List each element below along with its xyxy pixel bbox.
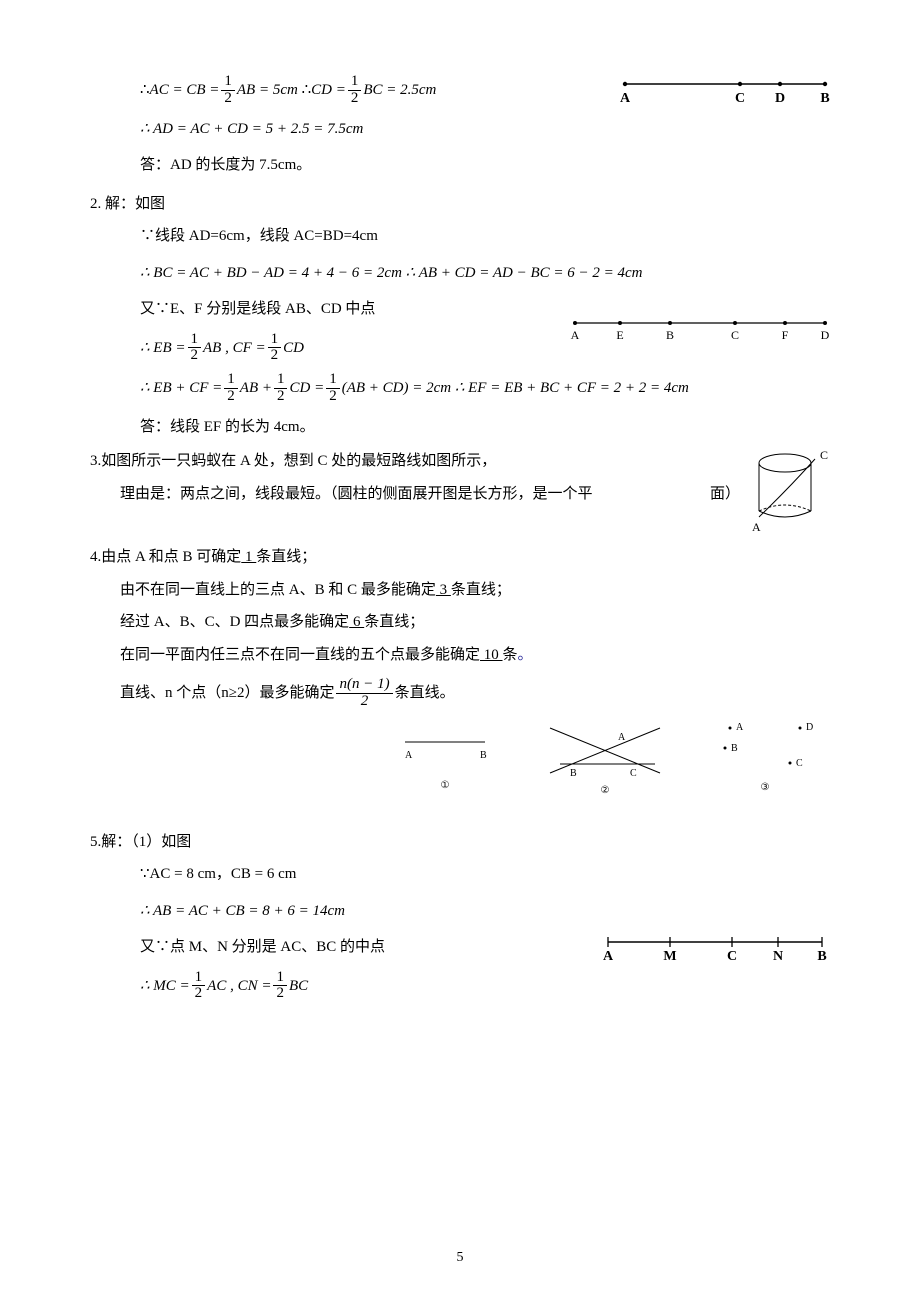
svg-text:B: B [666, 328, 674, 342]
b4-l1a: 4.由点 A 和点 B 可确定 [90, 549, 241, 565]
eq-ab-cd: ∴ AB + CD = AD − BC = 6 − 2 = 4cm [406, 259, 643, 288]
answer-1: 答：AD 的长度为 7.5cm。 [140, 151, 830, 180]
eq-ab: ∴ AB = AC + CB = 8 + 6 = 14cm [140, 897, 345, 926]
block-3-text2-tail: 面） [710, 480, 740, 509]
svg-text:D: D [775, 91, 785, 106]
svg-text:C: C [727, 949, 737, 964]
svg-text:B: B [820, 91, 829, 106]
diagram-amcnb: A M C N B [600, 930, 830, 964]
b4-period: 。 [518, 647, 533, 663]
b4-fill1: 1 [241, 549, 256, 565]
b4-l5b: 条直线。 [395, 679, 455, 708]
block-1: ∴ AC = CB = 12 AB = 5cm ∴ CD = 12 BC = 2… [90, 70, 830, 180]
svg-text:M: M [663, 949, 676, 964]
b4-l1b: 条直线； [256, 549, 316, 565]
svg-text:②: ② [601, 785, 610, 796]
eq-mc-cn: ∴ MC = 12 AC , CN = 12 BC [140, 970, 308, 1003]
svg-text:C: C [630, 768, 637, 779]
b5-given2: 又∵点 M、N 分别是 AC、BC 的中点 [140, 933, 590, 962]
block-2-given2: 又∵E、F 分别是线段 AB、CD 中点 [140, 295, 560, 324]
svg-text:A: A [571, 328, 580, 342]
block-2-given: ∵线段 AD=6cm，线段 AC=BD=4cm [140, 222, 830, 251]
svg-text:D: D [806, 722, 813, 733]
svg-text:E: E [616, 328, 623, 342]
b4-l4b: 条 [503, 647, 518, 663]
block-2: 2. 解：如图 ∵线段 AD=6cm，线段 AC=BD=4cm ∴ BC = A… [90, 190, 830, 442]
svg-text:B: B [817, 949, 826, 964]
svg-text:A: A [618, 732, 626, 743]
page-number: 5 [0, 1245, 920, 1272]
eq-ef: ∴ EF = EB + BC + CF = 2 + 2 = 4cm [455, 374, 689, 403]
b5-given: ∵AC = 8 cm，CB = 6 cm [140, 860, 830, 889]
svg-text:B: B [480, 750, 487, 761]
eq-eb-cf: ∴ EB = 12 AB , CF = 12 CD [140, 332, 304, 365]
svg-text:A: A [752, 520, 761, 534]
diagram-inline-3: A D B C ③ [710, 718, 820, 798]
svg-text:①: ① [441, 780, 450, 791]
b4-fill4: 10 [480, 647, 503, 663]
eq-bc: ∴ BC = AC + BD − AD = 4 + 4 − 6 = 2cm [140, 259, 402, 288]
block-5-heading: 5.解：（1）如图 [90, 828, 830, 857]
svg-text:C: C [735, 91, 745, 106]
block-5: 5.解：（1）如图 ∵AC = 8 cm，CB = 6 cm ∴ AB = AC… [90, 828, 830, 1007]
b4-l5a: 直线、n 个点（n≥2）最多能确定 [120, 679, 334, 708]
svg-text:N: N [773, 949, 783, 964]
diagram-aebcfd: A E B C F D [570, 313, 830, 347]
diagram-inline-1: A B ① [390, 718, 500, 798]
svg-text:D: D [821, 328, 830, 342]
diagram-cylinder: C A [740, 447, 830, 537]
svg-text:C: C [796, 758, 803, 769]
svg-text:A: A [405, 750, 413, 761]
svg-text:C: C [731, 328, 739, 342]
eq-eb-cf-sum: ∴ EB + CF = 12 AB + 12 CD = 12 (AB + CD)… [140, 372, 451, 405]
eq-ad: ∴ AD = AC + CD = 5 + 2.5 = 7.5cm [140, 115, 363, 144]
b4-l2a: 由不在同一直线上的三点 A、B 和 C 最多能确定 [120, 582, 436, 598]
b4-fill3: 6 [349, 614, 364, 630]
b4-l3a: 经过 A、B、C、D 四点最多能确定 [120, 614, 349, 630]
eq-ac-cb: ∴ AC = CB = 12 AB = 5cm [140, 74, 298, 107]
b4-l3b: 条直线； [364, 614, 424, 630]
diagram-inline-2: A B C ② [540, 718, 670, 798]
svg-text:A: A [603, 949, 614, 964]
b4-fill2: 3 [436, 582, 451, 598]
block-2-heading: 2. 解：如图 [90, 190, 830, 219]
svg-text:B: B [570, 768, 577, 779]
page-container: ∴ AC = CB = 12 AB = 5cm ∴ CD = 12 BC = 2… [0, 0, 920, 1302]
block-3-text2: 理由是：两点之间，线段最短。（圆柱的侧面展开图是长方形，是一个平 [120, 480, 593, 509]
block-3-text1: 3.如图所示一只蚂蚁在 A 处，想到 C 处的最短路线如图所示， [90, 447, 830, 476]
b4-l2b: 条直线； [451, 582, 511, 598]
diagram-acdb: A C D B [620, 72, 830, 108]
svg-text:B: B [731, 743, 738, 754]
eq-cd: ∴ CD = 12 BC = 2.5cm [302, 74, 437, 107]
answer-2: 答：线段 EF 的长为 4cm。 [140, 413, 830, 442]
svg-text:③: ③ [761, 782, 770, 793]
svg-text:A: A [620, 91, 631, 106]
block-3: C A 3.如图所示一只蚂蚁在 A 处，想到 C 处的最短路线如图所示， 理由是… [90, 447, 830, 537]
svg-text:A: A [736, 722, 744, 733]
b4-l4a: 在同一平面内任三点不在同一直线的五个点最多能确定 [120, 647, 480, 663]
svg-text:C: C [820, 448, 828, 462]
svg-text:F: F [782, 328, 789, 342]
block-4: 4.由点 A 和点 B 可确定 1 条直线； 由不在同一直线上的三点 A、B 和… [90, 543, 830, 798]
